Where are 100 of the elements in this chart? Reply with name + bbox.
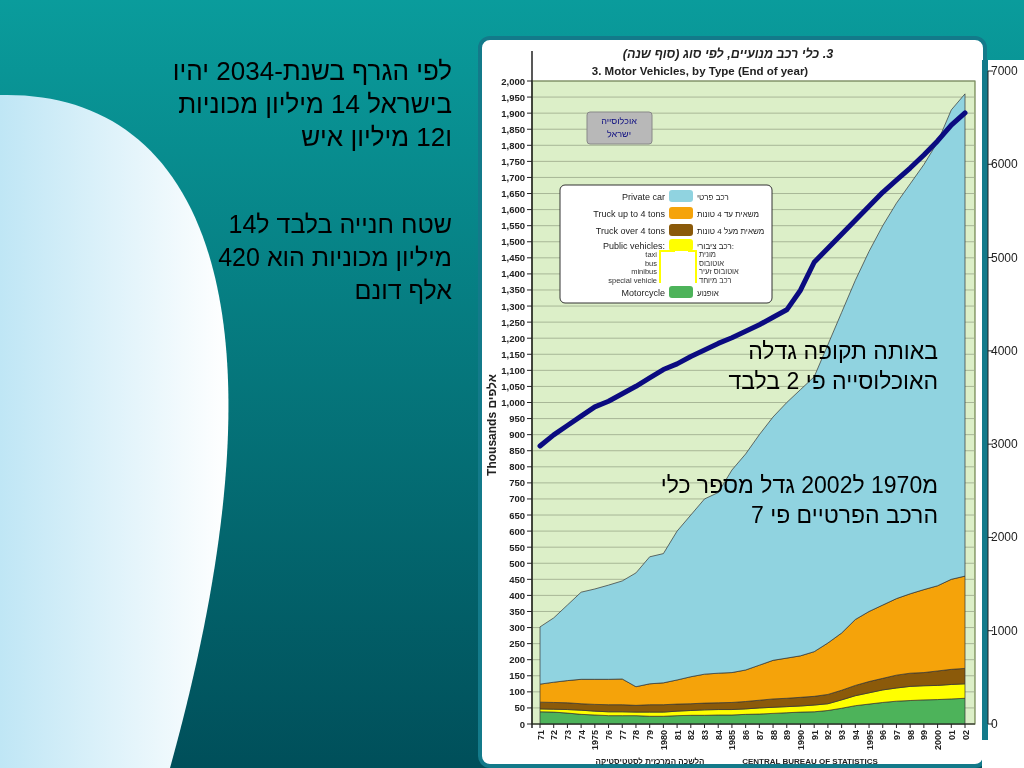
x-tick-label: 1990 bbox=[795, 730, 806, 751]
y-tick-label: 450 bbox=[509, 573, 525, 585]
x-tick-label: 01 bbox=[946, 730, 957, 741]
y-tick-label: 1,950 bbox=[501, 91, 525, 103]
y-tick-label: 1,750 bbox=[501, 155, 525, 167]
y-tick-label: 100 bbox=[509, 686, 525, 698]
y-tick-label: 500 bbox=[509, 557, 525, 569]
y-tick-label: 1,500 bbox=[501, 236, 525, 248]
y2-tick-label: 0 bbox=[991, 717, 998, 731]
y-tick-label: 300 bbox=[509, 622, 525, 634]
x-tick-label: 82 bbox=[686, 730, 697, 741]
legend-label: Motorcycle bbox=[621, 288, 665, 298]
y2-tick-label: 2000 bbox=[991, 530, 1019, 545]
y-tick-label: 1,000 bbox=[501, 397, 525, 408]
annotation: מ1970 ל2002 גדל מספר כלי הרכב הפרטיים פי 7 bbox=[659, 471, 938, 530]
legend-label: Truck over 4 tons bbox=[595, 226, 666, 236]
y-tick-label: 400 bbox=[509, 589, 525, 601]
text: לפי הגרף בשנת-2034 יהיו בישראל 14 מיליון מכוניות ו12 מיליון איש bbox=[171, 55, 452, 154]
y-tick-label: 750 bbox=[509, 477, 525, 489]
x-tick-label: 1980 bbox=[658, 730, 669, 751]
y-tick-label: 250 bbox=[509, 638, 525, 650]
legend-label: Private car bbox=[621, 192, 665, 202]
y-tick-label: 800 bbox=[509, 461, 525, 473]
chart-title: 3. כלי רכב מנועיים, לפי סוג (סוף שנה) bbox=[622, 47, 834, 61]
chart-subtitle: 3. Motor Vehicles, by Type (End of year) bbox=[591, 65, 809, 77]
x-tick-label: 94 bbox=[850, 730, 861, 741]
y2-tick-label: 6000 bbox=[991, 157, 1019, 172]
y-tick-label: 1,050 bbox=[501, 380, 525, 392]
y-tick-label: 1,550 bbox=[501, 220, 525, 232]
text: אוכלוסייה ישראל bbox=[601, 116, 638, 139]
y-tick-label: 200 bbox=[509, 654, 525, 666]
y2-tick-label: 1000 bbox=[991, 623, 1019, 638]
y2-tick-label: 3000 bbox=[991, 437, 1019, 452]
x-tick-label: 93 bbox=[837, 730, 848, 741]
x-tick-label: 76 bbox=[604, 730, 615, 741]
y-tick-label: 1,300 bbox=[501, 300, 525, 312]
y-tick-label: 1,650 bbox=[501, 188, 525, 200]
annotation: משאית עד 4 טונות bbox=[697, 210, 759, 219]
y-tick-label: 950 bbox=[509, 413, 525, 425]
x-tick-label: 89 bbox=[782, 730, 793, 741]
x-tick-label: 98 bbox=[905, 730, 916, 741]
y-tick-label: 1,800 bbox=[501, 139, 525, 151]
x-tick-label: 2000 bbox=[933, 730, 944, 751]
x-tick-label: 78 bbox=[631, 730, 642, 741]
y-tick-label: 1,350 bbox=[501, 284, 525, 296]
annotation: משאית מעל 4 טונות bbox=[697, 227, 765, 236]
y-tick-label: 1,600 bbox=[501, 204, 525, 216]
x-tick-label: 1985 bbox=[727, 730, 738, 751]
y-tick-label: 1,700 bbox=[501, 171, 525, 183]
y-tick-label: 1,850 bbox=[501, 123, 525, 135]
annotation: רכב ציבורי: bbox=[697, 242, 734, 251]
x-tick-label: 84 bbox=[713, 730, 724, 741]
y-tick-label: 0 bbox=[519, 718, 525, 730]
legend-label: Truck up to 4 tons bbox=[593, 209, 666, 219]
x-tick-label: 1995 bbox=[864, 730, 875, 751]
y-tick-label: 650 bbox=[509, 509, 525, 521]
y-tick-label: 600 bbox=[509, 525, 525, 537]
annotation: אופנוע bbox=[697, 289, 719, 298]
annotation: באותה תקופה גדלה האוכלוסייה פי 2 בלבד bbox=[727, 337, 938, 396]
x-tick-label: 91 bbox=[809, 730, 820, 741]
legend-label: Public vehicles: bbox=[602, 241, 665, 251]
y2-tick-label: 5000 bbox=[991, 250, 1019, 265]
y-tick-label: 900 bbox=[509, 429, 525, 441]
x-tick-label: 83 bbox=[700, 730, 711, 741]
y-tick-label: 1,400 bbox=[501, 268, 525, 280]
y-tick-label: 850 bbox=[509, 445, 525, 457]
text: שטח חנייה בלבד ל14 מיליון מכוניות הוא 420 אלף דונם bbox=[217, 209, 452, 306]
x-tick-label: 88 bbox=[768, 730, 779, 741]
text: CENTRAL BUREAU OF STATISTICS bbox=[742, 757, 879, 766]
y-tick-label: 550 bbox=[509, 541, 525, 553]
x-tick-label: 86 bbox=[741, 730, 752, 741]
y-tick-label: 1,100 bbox=[501, 364, 525, 376]
x-tick-label: 92 bbox=[823, 730, 834, 741]
y2-tick-label: 7000 bbox=[991, 64, 1019, 78]
y-tick-label: 150 bbox=[509, 670, 525, 682]
x-tick-label: 81 bbox=[672, 730, 683, 741]
x-tick-label: 79 bbox=[645, 730, 656, 741]
x-tick-label: 96 bbox=[878, 730, 889, 741]
x-tick-label: 1975 bbox=[590, 730, 601, 751]
x-tick-label: 77 bbox=[617, 730, 628, 741]
y-tick-label: 1,150 bbox=[501, 348, 525, 360]
y-tick-label: 350 bbox=[509, 605, 525, 617]
x-tick-label: 73 bbox=[562, 730, 573, 741]
y-tick-label: 2,000 bbox=[501, 75, 525, 87]
x-tick-label: 72 bbox=[549, 730, 560, 741]
text: הלשכה המרכזית לסטטיסטיקה bbox=[595, 757, 705, 766]
annotation: רכב פרטי bbox=[697, 193, 729, 202]
x-tick-label: 99 bbox=[919, 730, 930, 741]
x-tick-label: 97 bbox=[891, 730, 902, 741]
x-tick-label: 74 bbox=[576, 730, 587, 741]
x-tick-label: 02 bbox=[960, 730, 971, 741]
x-tick-label: 87 bbox=[754, 730, 765, 741]
y-tick-label: 700 bbox=[509, 493, 525, 505]
y-tick-label: 50 bbox=[514, 702, 525, 714]
y-tick-label: 1,450 bbox=[501, 252, 525, 264]
y-tick-label: 1,250 bbox=[501, 316, 525, 328]
y-axis-title: Thousands אלפים bbox=[485, 374, 499, 476]
x-tick-label: 71 bbox=[535, 730, 546, 741]
y2-tick-label: 4000 bbox=[991, 343, 1019, 358]
y-tick-label: 1,900 bbox=[501, 107, 525, 119]
